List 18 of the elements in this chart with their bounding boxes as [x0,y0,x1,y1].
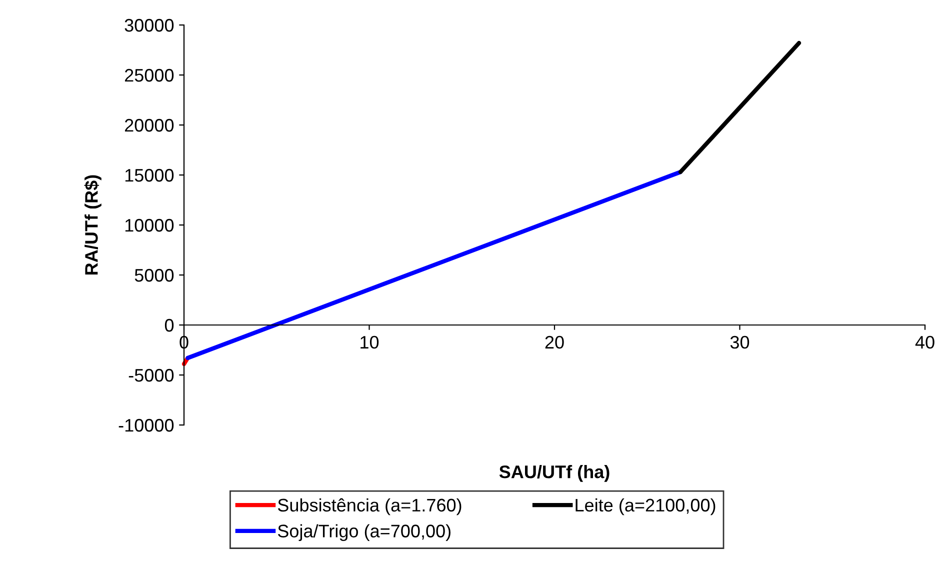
y-tick-label: -5000 [128,368,174,382]
y-tick-label: 5000 [134,268,174,282]
x-tick-label: 30 [730,336,750,349]
y-tick-label: 0 [164,318,174,332]
y-tick-label: 15000 [125,168,174,182]
y-tick-label: 30000 [124,18,174,32]
x-tick-label: 20 [545,336,564,349]
y-axis-title: RA/UTf (R$) [84,175,102,274]
x-tick-label: 10 [360,336,379,349]
legend-label: Subsistência (a=1.760) [278,498,462,516]
y-tick-label: 10000 [125,218,174,232]
x-axis-title: SAU/UTf (ha) [499,465,610,482]
y-tick-label: 25000 [124,68,174,82]
legend-label: Leite (a=2100,00) [576,498,716,516]
legend-label: Soja/Trigo (a=700,00) [278,524,450,542]
x-tick-label: 40 [915,336,934,349]
y-tick-label: 20000 [124,118,174,132]
y-tick-label: -10000 [118,418,174,432]
